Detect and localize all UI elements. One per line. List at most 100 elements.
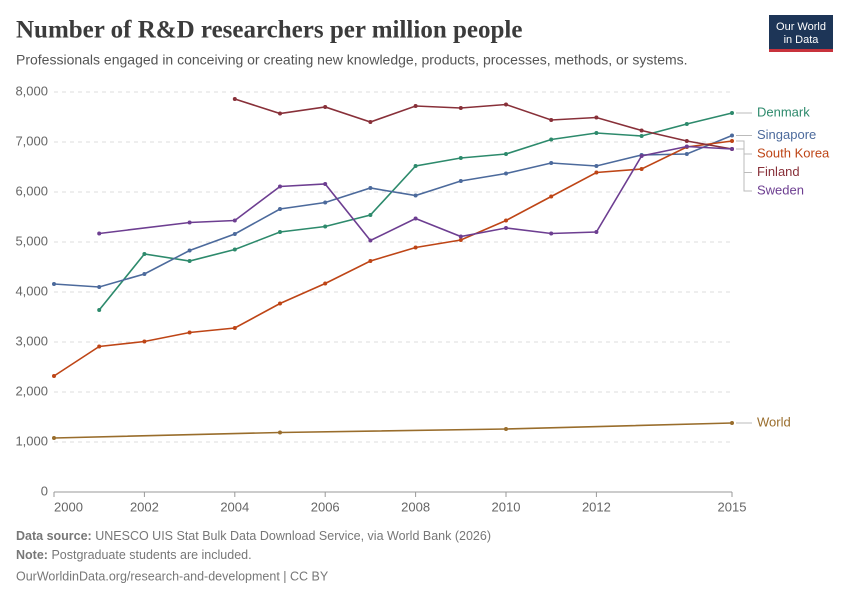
point [458, 179, 463, 183]
point [639, 154, 644, 158]
x-tick-label: 2006 [311, 499, 340, 514]
source-label: Data source: [16, 529, 92, 543]
point [549, 161, 554, 165]
point [549, 194, 554, 199]
y-tick-label: 0 [41, 483, 48, 498]
series-line [99, 145, 733, 242]
point [594, 170, 599, 175]
legend-label: South Korea [757, 145, 830, 160]
chart-title: Number of R&D researchers per million pe… [16, 17, 522, 44]
point [504, 102, 508, 107]
point [504, 152, 508, 156]
legend-label: Denmark [757, 104, 810, 119]
point [323, 182, 328, 186]
point [730, 147, 734, 151]
point [730, 111, 734, 115]
x-tick-label: 2002 [130, 499, 159, 514]
legend-label: Finland [757, 164, 800, 179]
point [639, 167, 644, 171]
point [684, 152, 689, 156]
point [594, 230, 599, 234]
point [458, 234, 463, 239]
point [278, 111, 282, 116]
point [97, 308, 102, 312]
point [730, 421, 734, 425]
point [368, 238, 373, 243]
point [278, 230, 282, 234]
series-line [53, 422, 733, 439]
x-tick-label: 2012 [582, 499, 611, 514]
point [187, 330, 192, 335]
point [323, 281, 328, 286]
series-line [234, 98, 733, 150]
legend-label: Singapore [757, 127, 816, 142]
point [142, 272, 147, 276]
point [639, 134, 644, 138]
point [684, 122, 689, 126]
point [594, 115, 599, 120]
point [730, 139, 734, 143]
point [504, 427, 508, 431]
point [323, 105, 328, 109]
point [549, 137, 554, 142]
url[interactable]: OurWorldinData.org/research-and-developm… [16, 569, 329, 583]
note-text: Postgraduate students are included. [51, 548, 251, 562]
x-tick-label: 2008 [401, 499, 430, 514]
point [368, 120, 373, 124]
legend-label: Sweden [757, 182, 804, 197]
point [730, 133, 734, 138]
point [52, 282, 56, 286]
source: Data source: UNESCO UIS Stat Bulk Data D… [16, 529, 491, 543]
point [97, 285, 102, 289]
point [187, 220, 192, 225]
point [639, 128, 644, 133]
point [413, 104, 418, 108]
y-tick-label: 5,000 [15, 233, 48, 248]
point [97, 231, 102, 236]
point [549, 231, 554, 236]
point [232, 232, 237, 236]
point [187, 259, 192, 263]
y-tick-label: 8,000 [15, 83, 48, 98]
point [368, 186, 373, 190]
point [232, 326, 237, 330]
point [413, 216, 418, 221]
source-text: UNESCO UIS Stat Bulk Data Download Servi… [95, 529, 491, 543]
point [278, 184, 282, 189]
point [323, 224, 328, 229]
point [278, 301, 282, 306]
x-tick-label: 2004 [220, 499, 249, 514]
point [232, 97, 237, 101]
point [232, 218, 237, 223]
series-line [53, 140, 733, 377]
x-tick-label: 2000 [54, 499, 83, 514]
logo-text: in Data [784, 34, 820, 46]
point [458, 238, 463, 242]
point [458, 156, 463, 160]
x-tick-label: 2010 [492, 499, 521, 514]
legend-connector [736, 140, 752, 155]
point [458, 106, 463, 110]
logo[interactable]: Our World in Data [769, 15, 833, 52]
point [413, 245, 418, 250]
point [413, 164, 418, 168]
point [278, 430, 282, 435]
logo-bar [769, 49, 833, 52]
point [368, 259, 373, 263]
point [504, 171, 508, 176]
point [368, 213, 373, 217]
logo-box [769, 15, 833, 51]
note-label: Note: [16, 548, 48, 562]
point [52, 436, 56, 440]
note: Note: Postgraduate students are included… [16, 548, 252, 562]
point [97, 344, 102, 349]
point [278, 207, 282, 211]
x-tick-label: 2015 [718, 499, 747, 514]
point [594, 131, 599, 135]
point [594, 164, 599, 168]
y-tick-label: 6,000 [15, 183, 48, 198]
y-tick-label: 3,000 [15, 333, 48, 348]
point [504, 218, 508, 223]
y-tick-label: 4,000 [15, 283, 48, 298]
